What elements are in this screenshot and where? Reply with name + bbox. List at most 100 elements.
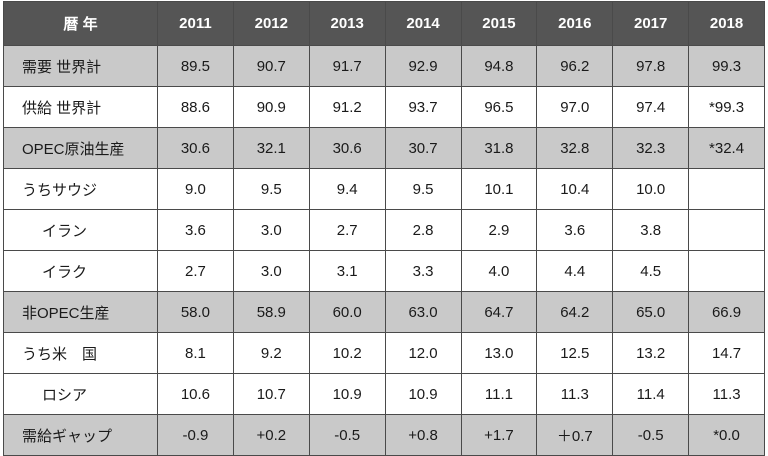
table-cell: 3.0 <box>232 250 310 292</box>
row-label: 非OPEC生産 <box>3 291 158 333</box>
table-cell: 10.2 <box>308 332 386 374</box>
table-cell <box>688 250 765 292</box>
table-cell: 30.6 <box>157 127 234 169</box>
table-cell: 10.1 <box>460 168 538 210</box>
row-label: ロシア <box>3 373 158 415</box>
row-label: 需給ギャップ <box>3 414 158 456</box>
header-year: 2011 <box>157 1 234 46</box>
row-label: イラン <box>3 209 158 251</box>
row-label: OPEC原油生産 <box>3 127 158 169</box>
table-cell: -0.5 <box>308 414 386 456</box>
row-label: 供給 世界計 <box>3 86 158 128</box>
header-row: 暦 年 2011 2012 2013 2014 2015 2016 2017 2… <box>3 1 765 46</box>
table-cell: 12.0 <box>384 332 462 374</box>
table-row: イラク 2.7 3.0 3.1 3.3 4.0 4.4 4.5 <box>3 250 765 292</box>
table-cell: 3.6 <box>157 209 234 251</box>
table-row: 非OPEC生産 58.0 58.9 60.0 63.0 64.7 64.2 65.0 66.9 <box>3 291 765 333</box>
table-cell: 2.8 <box>384 209 462 251</box>
table-cell: 11.3 <box>688 373 765 415</box>
table-cell: 4.5 <box>612 250 690 292</box>
table-cell: 96.5 <box>460 86 538 128</box>
table-row: うち米 国 8.1 9.2 10.2 12.0 13.0 12.5 13.2 14.7 <box>3 332 765 374</box>
table-cell: 3.3 <box>384 250 462 292</box>
table-cell <box>688 209 765 251</box>
table-row: OPEC原油生産 30.6 32.1 30.6 30.7 31.8 32.8 32.3 *32.… <box>3 127 765 169</box>
table-cell: 2.7 <box>308 209 386 251</box>
table-cell: 13.0 <box>460 332 538 374</box>
row-label: うち米 国 <box>3 332 158 374</box>
table-cell: 10.9 <box>308 373 386 415</box>
table-cell: *99.3 <box>688 86 765 128</box>
table-cell: 3.0 <box>232 209 310 251</box>
header-year: 2014 <box>384 1 462 46</box>
table-cell: 3.8 <box>612 209 690 251</box>
header-year: 2016 <box>536 1 614 46</box>
table-cell: 10.9 <box>384 373 462 415</box>
table-cell: 11.4 <box>612 373 690 415</box>
table-cell: 96.2 <box>536 45 614 87</box>
table-cell: 12.5 <box>536 332 614 374</box>
table-cell: 3.1 <box>308 250 386 292</box>
table-row: 需要 世界計 89.5 90.7 91.7 92.9 94.8 96.2 97.8 99.3 <box>3 45 765 87</box>
table-cell: 97.0 <box>536 86 614 128</box>
table-cell: 10.4 <box>536 168 614 210</box>
header-year: 2018 <box>688 1 765 46</box>
table-row: 需給ギャップ -0.9 +0.2 -0.5 +0.8 +1.7 ＋0.7 -0.5 *0.0 <box>3 414 765 456</box>
table-cell: +0.2 <box>232 414 310 456</box>
table-cell: 88.6 <box>157 86 234 128</box>
table-cell: 93.7 <box>384 86 462 128</box>
table-cell: 4.4 <box>536 250 614 292</box>
header-year: 2017 <box>612 1 690 46</box>
table-cell: 30.7 <box>384 127 462 169</box>
table-cell: 9.0 <box>157 168 234 210</box>
table-cell: 30.6 <box>308 127 386 169</box>
table-cell: 92.9 <box>384 45 462 87</box>
header-corner: 暦 年 <box>3 1 158 46</box>
row-label: イラク <box>3 250 158 292</box>
table-cell: 2.9 <box>460 209 538 251</box>
table-cell: 64.7 <box>460 291 538 333</box>
table-cell: 90.7 <box>232 45 310 87</box>
table-cell: 99.3 <box>688 45 765 87</box>
table-cell: 9.4 <box>308 168 386 210</box>
table-body: 需要 世界計 89.5 90.7 91.7 92.9 94.8 96.2 97.8 99.3 供給… <box>3 45 765 456</box>
table-row: ロシア 10.6 10.7 10.9 10.9 11.1 11.3 11.4 11.3 <box>3 373 765 415</box>
table-cell: -0.9 <box>157 414 234 456</box>
table-cell: 65.0 <box>612 291 690 333</box>
header-year: 2013 <box>308 1 386 46</box>
table-row: うちサウジ 9.0 9.5 9.4 9.5 10.1 10.4 10.0 <box>3 168 765 210</box>
header-year: 2012 <box>232 1 310 46</box>
table-cell <box>688 168 765 210</box>
table-row: 供給 世界計 88.6 90.9 91.2 93.7 96.5 97.0 97.4 *99.3 <box>3 86 765 128</box>
table-cell: *32.4 <box>688 127 765 169</box>
header-year: 2015 <box>460 1 538 46</box>
table-cell: 58.9 <box>232 291 310 333</box>
table-cell: 2.7 <box>157 250 234 292</box>
table-cell: 89.5 <box>157 45 234 87</box>
table-cell: 32.1 <box>232 127 310 169</box>
table-cell: 14.7 <box>688 332 765 374</box>
table-cell: 66.9 <box>688 291 765 333</box>
table-cell: 9.5 <box>384 168 462 210</box>
table-cell: 13.2 <box>612 332 690 374</box>
table-cell: 9.5 <box>232 168 310 210</box>
table-cell: 10.7 <box>232 373 310 415</box>
table-cell: 4.0 <box>460 250 538 292</box>
table-row: イラン 3.6 3.0 2.7 2.8 2.9 3.6 3.8 <box>3 209 765 251</box>
table-cell: 60.0 <box>308 291 386 333</box>
table-cell: 32.3 <box>612 127 690 169</box>
table-cell: 31.8 <box>460 127 538 169</box>
table-cell: 32.8 <box>536 127 614 169</box>
table-cell: 8.1 <box>157 332 234 374</box>
table-cell: 10.0 <box>612 168 690 210</box>
table-cell: 11.3 <box>536 373 614 415</box>
table-cell: 97.4 <box>612 86 690 128</box>
table-cell: 91.2 <box>308 86 386 128</box>
table-cell: 9.2 <box>232 332 310 374</box>
table-cell: 64.2 <box>536 291 614 333</box>
table-cell: 94.8 <box>460 45 538 87</box>
table-cell: 97.8 <box>612 45 690 87</box>
table-cell: 11.1 <box>460 373 538 415</box>
table-cell: +1.7 <box>460 414 538 456</box>
